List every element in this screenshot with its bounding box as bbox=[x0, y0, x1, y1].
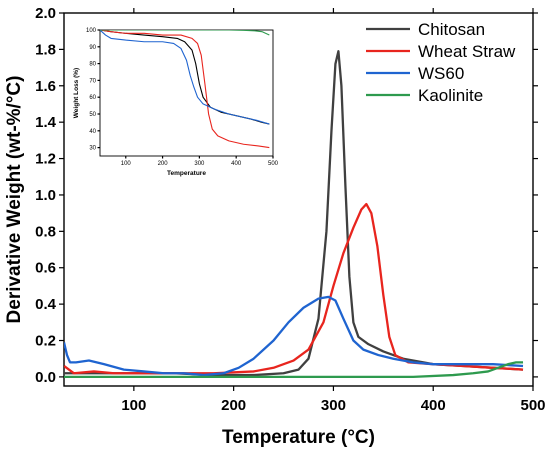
inset-series-line-1 bbox=[100, 30, 270, 149]
y-tick-label: 2.0 bbox=[35, 5, 56, 22]
y-tick-label: 0.0 bbox=[35, 369, 56, 386]
x-tick-label: 100 bbox=[121, 397, 146, 414]
series-line-kaolinite bbox=[64, 361, 524, 379]
inset-x-tick-label: 400 bbox=[231, 161, 242, 167]
inset-y-tick-label: 80 bbox=[89, 62, 96, 68]
inset-plot: 100 200 300 400 500 30 40 50 60 70 80 90 100 Temperat… bbox=[73, 28, 279, 177]
inset-series-line-2 bbox=[100, 30, 270, 125]
legend-label-wheat-straw: Wheat Straw bbox=[418, 42, 516, 61]
x-tick-label: 500 bbox=[520, 397, 545, 414]
inset-y-tick-label: 50 bbox=[89, 112, 96, 118]
y-tick-label: 0.6 bbox=[35, 260, 56, 277]
x-axis-title: Temperature (°C) bbox=[222, 427, 375, 448]
inset-y-tick-label: 30 bbox=[89, 146, 96, 152]
y-tick-label: 1.4 bbox=[35, 114, 57, 131]
y-tick-label: 0.8 bbox=[35, 223, 56, 240]
series-line-wheat-straw bbox=[64, 202, 524, 375]
x-tick-label: 400 bbox=[421, 397, 446, 414]
inset-y-tick-label: 90 bbox=[89, 45, 96, 51]
legend-label-ws60: WS60 bbox=[418, 64, 464, 83]
y-tick-label: 0.2 bbox=[35, 333, 56, 350]
y-tick-label: 1.0 bbox=[35, 187, 56, 204]
legend-label-chitosan: Chitosan bbox=[418, 20, 485, 39]
inset-series-line-3 bbox=[100, 30, 270, 36]
inset-y-tick-label: 100 bbox=[86, 28, 97, 34]
x-tick-label: 300 bbox=[321, 397, 346, 414]
inset-y-tick-label: 40 bbox=[89, 129, 96, 135]
inset-frame bbox=[99, 29, 274, 157]
inset-x-tick-label: 100 bbox=[121, 161, 132, 167]
inset-x-axis-title: Temperature bbox=[167, 170, 206, 177]
y-tick-label: 1.2 bbox=[35, 151, 56, 168]
y-tick-label: 1.8 bbox=[35, 41, 56, 58]
series-line-ws60 bbox=[64, 295, 524, 377]
inset-y-tick-label: 70 bbox=[89, 78, 96, 84]
x-tick-label: 200 bbox=[221, 397, 246, 414]
legend-label-kaolinite: Kaolinite bbox=[418, 86, 483, 105]
inset-x-tick-label: 300 bbox=[194, 161, 205, 167]
inset-y-axis-title: Weight Loss (%) bbox=[73, 68, 80, 118]
inset-x-tick-label: 500 bbox=[268, 161, 279, 167]
inset-x-tick-label: 200 bbox=[158, 161, 169, 167]
plot-frame bbox=[63, 12, 534, 387]
y-axis-title: Derivative Weight (wt-%/°C) bbox=[4, 76, 25, 324]
y-tick-label: 0.4 bbox=[35, 296, 57, 313]
inset-y-tick-label: 60 bbox=[89, 95, 96, 101]
inset-series-lines bbox=[100, 30, 270, 149]
main-plot: 100 200 300 400 500 0.0 0.2 0.4 0.6 0.8 1.0 1.2 1.4 1… bbox=[4, 5, 546, 448]
series-lines bbox=[64, 50, 524, 379]
legend: Chitosan Wheat Straw WS60 Kaolinite bbox=[366, 20, 516, 105]
y-tick-label: 1.6 bbox=[35, 78, 56, 95]
